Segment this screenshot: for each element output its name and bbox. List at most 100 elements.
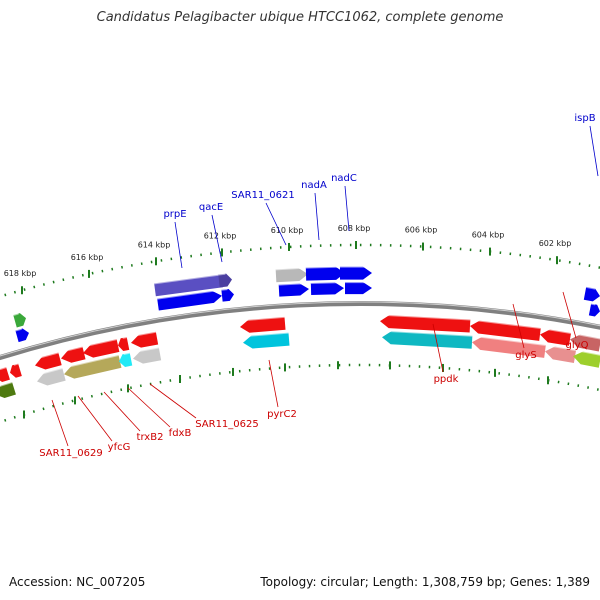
label-pyrC2: pyrC2 <box>267 409 297 420</box>
ruler-outer-label: 602 kbp <box>539 239 572 248</box>
gene-ppdk-upper-highlight <box>386 313 471 321</box>
label-nadC-leader <box>344 185 350 232</box>
label-glyS: glyS <box>515 350 536 361</box>
gene-SAR11-0625-upper <box>131 331 159 348</box>
label-SAR11-0621: SAR11_0621 <box>231 190 295 201</box>
gene-trxB2-upper-highlight <box>87 338 117 347</box>
gene-SAR11-0625-lower-highlight <box>137 346 160 353</box>
ruler-outer-label: 614 kbp <box>138 240 171 249</box>
gene-edge-lower-highlight <box>0 381 13 387</box>
gene-edge-small-highlight <box>13 362 19 366</box>
gene-glyQ-ext-upper <box>570 334 600 352</box>
gene-ppdk-lower <box>382 331 473 349</box>
gene-SAR11-0621-lower <box>278 283 309 297</box>
label-yfcG: yfcG <box>108 442 131 453</box>
label-nadA: nadA <box>301 180 327 191</box>
gene-SAR11-0629-upper <box>35 352 62 370</box>
label-SAR11-0629-leader <box>51 399 69 447</box>
gene-glyS-lower-highlight <box>478 335 546 346</box>
label-nadC: nadC <box>331 173 357 184</box>
map-title: Candidatus Pelagibacter ubique HTCC1062,… <box>96 10 504 25</box>
label-fdxB-leader <box>127 387 171 428</box>
gene-edge-small <box>10 363 22 378</box>
gene-ppdk-lower-highlight <box>388 330 473 337</box>
gene-nadC-upper <box>339 266 372 280</box>
gene-green-upper <box>13 313 26 328</box>
gene-SAR11-0629-lower <box>37 368 66 386</box>
label-SAR11-0621-leader <box>265 202 287 246</box>
label-prpE: prpE <box>163 209 186 220</box>
label-qacE-leader <box>211 214 223 263</box>
label-SAR11-0625: SAR11_0625 <box>195 419 259 430</box>
gene-fdxB-upper-highlight <box>122 336 127 339</box>
gene-trxB2-lower-highlight <box>123 351 130 356</box>
gene-prpE-lower <box>157 290 222 311</box>
gene-yfcG-lower <box>64 355 122 379</box>
gene-glyQ-lower <box>545 346 577 363</box>
ruler-outer-label: 610 kbp <box>271 226 304 235</box>
label-glyQ-leader <box>562 291 577 339</box>
gene-trxB2-lower <box>119 352 133 368</box>
gene-SAR11-0621-upper-highlight <box>275 266 302 271</box>
gene-pyrC2-upper-highlight <box>245 315 285 322</box>
label-SAR11-0625-leader <box>149 383 197 419</box>
gene-ispB-lower-highlight <box>590 302 596 306</box>
gene-prpE-upper <box>154 274 231 297</box>
gene-prpE-lower-highlight <box>157 289 216 300</box>
gene-ppdk-upper <box>380 315 471 333</box>
gene-qacE-lower-highlight <box>221 288 228 291</box>
ruler-outer-label: 618 kbp <box>4 269 37 278</box>
gene-ispB-upper <box>583 286 600 302</box>
label-ispB-leader <box>589 125 599 177</box>
gene-glyQ-lower-highlight <box>551 345 577 352</box>
gene-edge-upper-highlight <box>0 366 7 371</box>
gene-nadC-lower <box>344 282 372 295</box>
backbone-layer <box>0 301 600 361</box>
label-qacE: qacE <box>199 202 223 213</box>
gene-glyS-lower <box>472 336 546 358</box>
label-yfcG-leader <box>77 395 113 442</box>
gene-glyS-upper-highlight <box>476 319 541 330</box>
gene-glyQ-ext-lower <box>573 351 600 368</box>
gene-glyQ-upper-highlight <box>546 328 572 334</box>
gene-qacE-upper-highlight <box>218 272 226 276</box>
gene-SAR11-0621-lower-highlight <box>278 282 303 286</box>
ruler-outer-label: 606 kbp <box>405 226 438 235</box>
label-trxB2-leader <box>103 391 141 432</box>
label-glyS-leader <box>512 303 525 349</box>
gene-fdxB-upper <box>118 337 130 352</box>
label-SAR11-0629: SAR11_0629 <box>39 448 103 459</box>
gene-glyS-upper <box>470 320 541 341</box>
gene-glyQ-upper <box>540 329 572 346</box>
gene-yfcG-lower-highlight <box>68 354 119 368</box>
gene-SAR11-0629-upper-highlight <box>38 351 59 359</box>
ruler-layer: 618 kbp 616 kbp 614 kbp 612 kbp 610 kbp 608 k… <box>0 224 600 424</box>
gene-pyrC2-lower <box>243 332 290 349</box>
label-ispB: ispB <box>574 113 595 124</box>
topology-text: Topology: circular; Length: 1,308,759 bp… <box>260 575 590 589</box>
ruler-outer-label: 604 kbp <box>472 231 505 240</box>
gene-blue-small-highlight <box>15 327 22 332</box>
gene-green-upper-highlight <box>12 312 19 316</box>
gene-yfcG-upper-highlight <box>65 345 83 352</box>
gene-SAR11-0625-upper-highlight <box>135 330 157 337</box>
gene-nadA-lower <box>310 282 344 295</box>
label-ppdk: ppdk <box>434 374 459 385</box>
ruler-outer-label: 616 kbp <box>71 253 104 262</box>
gene-qacE-lower <box>221 288 234 302</box>
backbone-line <box>0 301 600 361</box>
gene-qacE-upper <box>218 273 232 288</box>
gene-blue-small <box>15 328 29 343</box>
gene-trxB2-upper <box>83 339 120 358</box>
label-ppdk-leader <box>432 323 444 373</box>
gene-glyQ-ext-upper-highlight <box>576 333 600 340</box>
gene-edge-lower <box>0 382 16 399</box>
gene-glyQ-ext-lower-highlight <box>579 349 600 356</box>
gene-yfcG-upper <box>61 346 86 363</box>
gene-ispB-lower <box>588 303 600 317</box>
accession-text: Accession: NC_007205 <box>9 575 146 589</box>
features-layer <box>0 265 600 399</box>
gene-ispB-upper-highlight <box>586 285 596 290</box>
gene-nadA-upper-highlight <box>305 265 339 269</box>
